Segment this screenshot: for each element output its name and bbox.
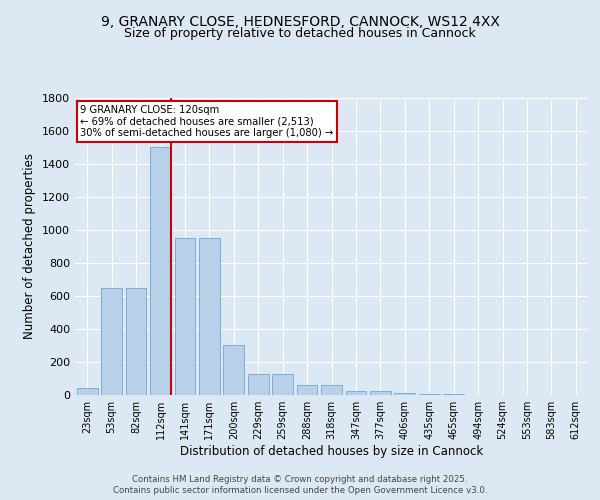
Text: Contains public sector information licensed under the Open Government Licence v3: Contains public sector information licen… <box>113 486 487 495</box>
X-axis label: Distribution of detached houses by size in Cannock: Distribution of detached houses by size … <box>180 445 483 458</box>
Bar <box>443 394 464 395</box>
Bar <box>419 394 440 395</box>
Bar <box>199 238 220 395</box>
Bar <box>101 288 122 395</box>
Bar <box>125 288 146 395</box>
Bar <box>175 238 196 395</box>
Bar <box>394 394 415 395</box>
Bar <box>150 147 171 395</box>
Bar <box>321 385 342 395</box>
Bar <box>272 374 293 395</box>
Bar <box>370 391 391 395</box>
Bar <box>77 388 98 395</box>
Y-axis label: Number of detached properties: Number of detached properties <box>23 153 37 340</box>
Bar <box>223 346 244 395</box>
Text: 9, GRANARY CLOSE, HEDNESFORD, CANNOCK, WS12 4XX: 9, GRANARY CLOSE, HEDNESFORD, CANNOCK, W… <box>101 15 499 29</box>
Bar <box>248 374 269 395</box>
Bar <box>296 385 317 395</box>
Bar <box>346 391 367 395</box>
Text: Contains HM Land Registry data © Crown copyright and database right 2025.: Contains HM Land Registry data © Crown c… <box>132 475 468 484</box>
Text: 9 GRANARY CLOSE: 120sqm
← 69% of detached houses are smaller (2,513)
30% of semi: 9 GRANARY CLOSE: 120sqm ← 69% of detache… <box>80 105 334 138</box>
Text: Size of property relative to detached houses in Cannock: Size of property relative to detached ho… <box>124 28 476 40</box>
